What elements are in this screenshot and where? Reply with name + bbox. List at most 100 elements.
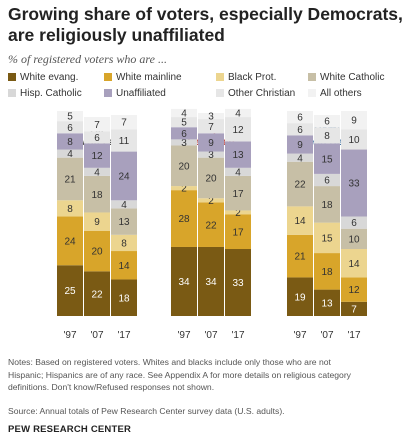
data-label-all-voters-17-hisp-catholic: 4 bbox=[121, 200, 127, 211]
bar-rep-lean-rep-17-white-mainline bbox=[225, 214, 251, 250]
bar-rep-lean-rep-07-white-mainline bbox=[198, 202, 224, 247]
bar-dem-lean-dem-17-all-others bbox=[341, 110, 367, 130]
data-label-all-voters-17-white-mainline: 14 bbox=[118, 261, 130, 272]
data-label-dem-lean-dem-07-white-mainline: 18 bbox=[321, 267, 333, 278]
bar-all-voters-07-white-mainline bbox=[84, 230, 110, 272]
data-label-all-voters-97-white-catholic: 21 bbox=[64, 175, 76, 186]
bar-rep-lean-rep-17-unaffiliated bbox=[225, 141, 251, 168]
data-label-dem-lean-dem-07-unaffiliated: 15 bbox=[321, 154, 333, 165]
bar-dem-lean-dem-17-unaffiliated bbox=[341, 149, 367, 217]
data-label-all-voters-07-white-mainline: 20 bbox=[91, 247, 103, 258]
data-label-all-voters-07-unaffiliated: 12 bbox=[91, 151, 103, 162]
bar-rep-lean-rep-07-unaffiliated bbox=[198, 133, 224, 152]
legend-item-white-mainline: White mainline bbox=[104, 72, 182, 83]
data-label-rep-lean-rep-07-white-evang: 34 bbox=[205, 277, 217, 288]
bar-rep-lean-rep-17-hisp-catholic bbox=[225, 167, 251, 176]
data-label-rep-lean-rep-97-unaffiliated: 6 bbox=[181, 129, 187, 140]
legend-label-white-mainline: White mainline bbox=[116, 72, 182, 83]
data-label-all-voters-97-unaffiliated: 8 bbox=[67, 137, 73, 148]
data-label-all-voters-97-all-others: 5 bbox=[67, 112, 73, 123]
bar-all-voters-17-white-catholic bbox=[111, 208, 137, 235]
data-label-rep-lean-rep-97-white-mainline: 28 bbox=[178, 214, 190, 225]
bar-rep-lean-rep-07-white-evang bbox=[198, 246, 224, 316]
bar-all-voters-07-black-prot bbox=[84, 212, 110, 231]
bar-rep-lean-rep-97-white-mainline bbox=[171, 190, 197, 247]
data-label-dem-lean-dem-07-black-prot: 15 bbox=[321, 233, 333, 244]
bar-dem-lean-dem-07-hisp-catholic bbox=[314, 173, 340, 187]
data-label-dem-lean-dem-07-white-catholic: 18 bbox=[321, 200, 333, 211]
bar-all-voters-97-white-evang bbox=[57, 265, 83, 316]
bar-dem-lean-dem-07-white-catholic bbox=[314, 186, 340, 223]
bar-rep-lean-rep-97-all-others bbox=[171, 108, 197, 118]
data-label-dem-lean-dem-17-white-evang: 7 bbox=[351, 305, 357, 316]
data-label-all-voters-17-white-evang: 18 bbox=[118, 293, 130, 304]
data-label-all-voters-07-other-christian: 6 bbox=[94, 133, 100, 144]
data-label-all-voters-17-all-others: 7 bbox=[121, 118, 127, 129]
data-label-all-voters-17-other-christian: 11 bbox=[119, 136, 130, 147]
legend-item-white-catholic: White Catholic bbox=[308, 72, 384, 83]
x-tick-label-all-voters-17: '17 bbox=[117, 330, 130, 341]
data-label-rep-lean-rep-97-black-prot: 2 bbox=[181, 184, 187, 195]
bar-dem-lean-dem-07-all-others bbox=[314, 115, 340, 128]
bar-dem-lean-dem-07-unaffiliated bbox=[314, 143, 340, 174]
data-label-dem-lean-dem-17-black-prot: 14 bbox=[348, 259, 360, 270]
data-label-dem-lean-dem-07-other-christian: 8 bbox=[324, 131, 330, 142]
legend-item-unaffiliated: Unaffiliated bbox=[104, 88, 166, 99]
legend-swatch-other-christian bbox=[216, 89, 224, 97]
bar-dem-lean-dem-97-black-prot bbox=[287, 206, 313, 235]
data-label-dem-lean-dem-97-hisp-catholic: 4 bbox=[297, 153, 303, 164]
bar-all-voters-17-other-christian bbox=[111, 129, 137, 152]
chart-title: Growing share of voters, especially Demo… bbox=[8, 4, 403, 45]
data-label-all-voters-97-other-christian: 6 bbox=[67, 123, 73, 134]
legend-label-white-catholic: White Catholic bbox=[320, 72, 385, 83]
bar-dem-lean-dem-07-white-evang bbox=[314, 289, 340, 316]
data-label-dem-lean-dem-17-white-mainline: 12 bbox=[348, 285, 360, 296]
bar-all-voters-17-hisp-catholic bbox=[111, 200, 137, 209]
legend-label-all-others: All others bbox=[320, 88, 362, 99]
data-label-all-voters-97-white-evang: 25 bbox=[64, 286, 76, 297]
legend-item-all-others: All others bbox=[308, 88, 362, 99]
x-tick-label-all-voters-97: '97 bbox=[63, 330, 76, 341]
legend-label-other-christian: Other Christian bbox=[228, 88, 296, 99]
legend-item-black-prot: Black Prot. bbox=[216, 72, 276, 83]
x-tick-label-dem-lean-dem-97: '97 bbox=[293, 330, 306, 341]
bar-rep-lean-rep-07-all-others bbox=[198, 113, 224, 120]
bar-all-voters-17-white-mainline bbox=[111, 251, 137, 280]
data-label-rep-lean-rep-07-other-christian: 7 bbox=[208, 122, 214, 133]
data-label-dem-lean-dem-97-all-others: 6 bbox=[297, 113, 303, 124]
data-label-dem-lean-dem-17-hisp-catholic: 6 bbox=[351, 218, 357, 229]
x-tick-label-all-voters-07: '07 bbox=[90, 330, 103, 341]
bar-dem-lean-dem-17-white-evang bbox=[341, 301, 367, 316]
legend-swatch-all-others bbox=[308, 89, 316, 97]
data-label-rep-lean-rep-07-white-mainline: 22 bbox=[205, 220, 217, 231]
data-label-rep-lean-rep-17-hisp-catholic: 4 bbox=[235, 167, 241, 178]
data-label-all-voters-17-white-catholic: 13 bbox=[118, 217, 130, 228]
data-label-rep-lean-rep-97-other-christian: 5 bbox=[181, 118, 187, 129]
legend-swatch-white-mainline bbox=[104, 73, 112, 81]
data-label-all-voters-07-white-evang: 22 bbox=[91, 289, 103, 300]
bar-dem-lean-dem-97-white-mainline bbox=[287, 234, 313, 278]
data-label-dem-lean-dem-97-white-evang: 19 bbox=[294, 292, 306, 303]
data-label-dem-lean-dem-07-all-others: 6 bbox=[324, 117, 330, 128]
data-label-rep-lean-rep-97-white-catholic: 20 bbox=[178, 161, 190, 172]
legend-swatch-white-evang bbox=[8, 73, 16, 81]
data-label-all-voters-17-unaffiliated: 24 bbox=[118, 172, 130, 183]
bar-dem-lean-dem-97-hisp-catholic bbox=[287, 153, 313, 162]
brand-logo-text: PEW RESEARCH CENTER bbox=[8, 424, 132, 435]
bar-rep-lean-rep-97-hisp-catholic bbox=[171, 139, 197, 146]
chart-subtitle: % of registered voters who are ... bbox=[8, 52, 167, 66]
bar-dem-lean-dem-07-other-christian bbox=[314, 127, 340, 144]
x-tick-label-rep-lean-rep-07: '07 bbox=[204, 330, 217, 341]
bar-dem-lean-dem-17-white-mainline bbox=[341, 277, 367, 302]
bar-all-voters-07-white-evang bbox=[84, 271, 110, 316]
bar-rep-lean-rep-07-white-catholic bbox=[198, 157, 224, 199]
data-label-rep-lean-rep-17-black-prot: 2 bbox=[235, 208, 241, 219]
data-label-rep-lean-rep-17-all-others: 4 bbox=[235, 109, 241, 120]
x-tick-label-rep-lean-rep-17: '17 bbox=[231, 330, 244, 341]
data-label-dem-lean-dem-97-black-prot: 14 bbox=[294, 216, 306, 227]
bar-all-voters-97-white-mainline bbox=[57, 216, 83, 266]
bar-rep-lean-rep-17-all-others bbox=[225, 108, 251, 118]
data-label-rep-lean-rep-97-white-evang: 34 bbox=[178, 277, 190, 288]
data-label-rep-lean-rep-17-white-mainline: 17 bbox=[232, 227, 244, 238]
bar-dem-lean-dem-17-hisp-catholic bbox=[341, 216, 367, 229]
